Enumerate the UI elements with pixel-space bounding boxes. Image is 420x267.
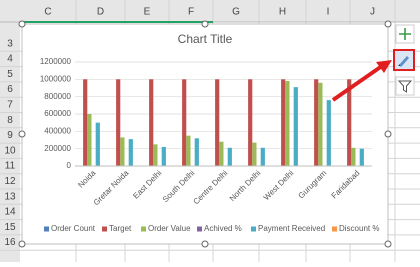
- row-header: 12: [4, 176, 16, 187]
- column-header: H: [279, 7, 286, 18]
- bar: [186, 135, 191, 166]
- chart-title[interactable]: Chart Title: [178, 32, 233, 46]
- legend-label: Order Value: [148, 224, 191, 233]
- bar: [87, 114, 92, 166]
- row-header: 14: [4, 207, 16, 218]
- column-header: G: [232, 7, 240, 18]
- legend-label: Achived %: [204, 224, 242, 233]
- chart-elements-button[interactable]: [395, 24, 415, 44]
- chart-styles-button[interactable]: [393, 49, 415, 71]
- row-header: 10: [4, 145, 16, 156]
- bar: [252, 142, 257, 166]
- legend-label: Discount %: [339, 224, 379, 233]
- y-tick-label: 800000: [44, 92, 71, 101]
- bar: [95, 122, 100, 166]
- bar: [153, 144, 158, 166]
- column-header: J: [370, 7, 375, 18]
- bar: [116, 79, 121, 166]
- bar: [318, 82, 323, 166]
- legend-label: Target: [109, 224, 132, 233]
- y-tick-label: 0: [67, 161, 72, 170]
- bar: [281, 79, 286, 166]
- row-header: 4: [7, 54, 13, 65]
- y-tick-label: 600000: [44, 109, 71, 118]
- bar: [120, 137, 125, 166]
- row-header: 13: [4, 191, 16, 202]
- bar: [227, 147, 232, 166]
- bar: [149, 79, 154, 166]
- y-tick-label: 1200000: [40, 57, 72, 66]
- column-header: I: [327, 7, 330, 18]
- row-header: 7: [7, 99, 13, 110]
- bar: [219, 141, 224, 166]
- legend-swatch: [141, 226, 146, 232]
- bar: [314, 79, 319, 166]
- chart-filters-button[interactable]: [395, 76, 415, 96]
- bar: [326, 100, 331, 166]
- row-header: 6: [7, 84, 13, 95]
- row-header: 8: [7, 115, 13, 126]
- legend-swatch: [102, 226, 107, 232]
- row-header: 3: [7, 38, 13, 49]
- bar: [128, 139, 133, 166]
- bar: [83, 79, 88, 166]
- bar: [248, 79, 253, 166]
- legend-swatch: [251, 226, 256, 232]
- chart-frame[interactable]: [21, 23, 389, 245]
- legend-label: Payment Received: [258, 224, 325, 233]
- row-header-bar: [0, 0, 20, 262]
- bar: [351, 147, 356, 166]
- row-header: 5: [7, 69, 13, 80]
- bar: [359, 148, 364, 166]
- y-tick-label: 1000000: [40, 74, 72, 83]
- column-header: F: [188, 7, 194, 18]
- y-tick-label: 200000: [44, 144, 71, 153]
- bar: [285, 81, 290, 166]
- row-header: 9: [7, 130, 13, 141]
- legend-swatch: [44, 226, 49, 232]
- bar: [293, 87, 298, 166]
- bar: [347, 79, 352, 166]
- bar: [194, 138, 199, 166]
- legend-label: Order Count: [51, 224, 96, 233]
- y-tick-label: 400000: [44, 126, 71, 135]
- row-header: 16: [4, 237, 16, 248]
- column-header: E: [144, 7, 151, 18]
- chart-handles: [18, 20, 392, 248]
- legend-swatch: [197, 226, 202, 232]
- red-arrow: [331, 60, 392, 102]
- column-header-bar: [0, 0, 420, 22]
- column-header: C: [44, 7, 51, 18]
- row-header: 11: [5, 161, 16, 172]
- bar: [182, 79, 187, 166]
- bar: [260, 147, 265, 166]
- column-header: D: [97, 7, 104, 18]
- legend-swatch: [332, 226, 337, 232]
- bar: [215, 79, 220, 166]
- row-header: 15: [4, 222, 16, 233]
- bar: [161, 146, 166, 166]
